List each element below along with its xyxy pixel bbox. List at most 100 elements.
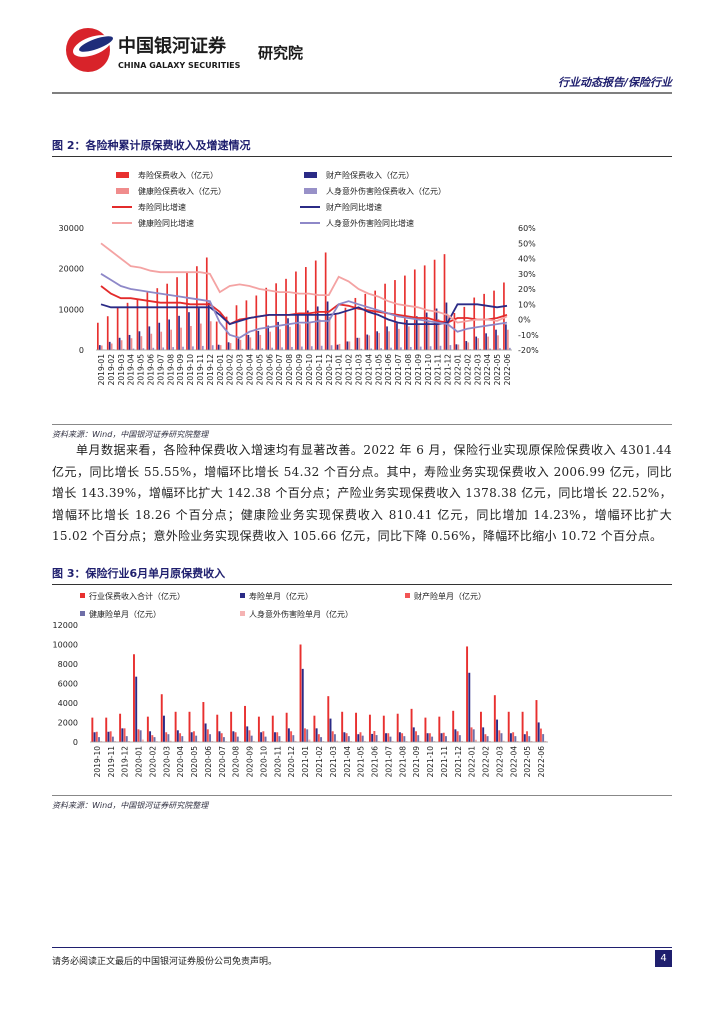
bar: [209, 321, 212, 350]
y2-tick-label: 50%: [518, 239, 536, 248]
x-tick-label: 2022-01: [454, 354, 463, 386]
bar: [382, 715, 385, 742]
bar: [374, 290, 377, 350]
legend-swatch: [240, 593, 245, 598]
bar: [218, 731, 221, 742]
bar: [151, 735, 154, 742]
bar: [498, 730, 501, 742]
bar: [427, 321, 430, 350]
bar: [502, 740, 505, 742]
legend-label: 寿险保费收入（亿元）: [138, 170, 218, 180]
bar: [116, 307, 119, 350]
bar: [279, 329, 281, 350]
x-tick-label: 2020-08: [232, 746, 241, 778]
bar: [236, 736, 239, 742]
legend-swatch: [240, 611, 245, 616]
x-tick-label: 2020-12: [287, 746, 296, 778]
footer-rule: [52, 947, 672, 948]
x-tick-label: 2019-01: [97, 354, 106, 386]
bar: [406, 319, 408, 350]
bar: [461, 740, 464, 742]
bar: [447, 315, 450, 350]
source-note: 资料来源：Wind，中国银河证券研究院整理: [52, 424, 672, 440]
bar: [364, 293, 367, 350]
bar: [247, 334, 250, 350]
bar: [348, 341, 351, 350]
bar: [380, 348, 382, 350]
bar: [160, 694, 163, 742]
bar: [109, 731, 112, 742]
bar: [398, 328, 400, 350]
bar: [130, 338, 133, 350]
bar: [148, 326, 151, 350]
bar: [125, 736, 128, 742]
bar: [488, 741, 491, 742]
series-line: [100, 242, 508, 324]
bar: [539, 728, 542, 742]
bar: [136, 298, 139, 350]
bar: [232, 731, 235, 742]
bar: [454, 729, 457, 742]
bar: [419, 346, 422, 350]
bar: [334, 313, 337, 350]
x-tick-label: 2021-12: [444, 354, 453, 386]
bar: [390, 347, 392, 350]
bar: [190, 326, 192, 350]
x-tick-label: 2020-01: [135, 746, 144, 778]
y2-tick-label: 60%: [518, 224, 536, 233]
bar: [455, 344, 458, 350]
bar: [306, 729, 309, 742]
bar: [453, 312, 456, 350]
bar: [135, 676, 138, 742]
x-tick-label: 2020-05: [255, 354, 264, 386]
bar: [377, 740, 380, 742]
x-tick-label: 2019-08: [166, 354, 175, 386]
x-tick-label: 2020-03: [162, 746, 171, 778]
bar: [289, 326, 291, 350]
bar: [412, 727, 415, 742]
legend-swatch: [405, 593, 410, 598]
bar: [301, 668, 304, 742]
bar: [361, 735, 364, 742]
bar: [479, 711, 482, 742]
bar: [447, 741, 450, 742]
bar: [304, 728, 306, 742]
bar: [277, 321, 279, 350]
bar: [308, 321, 311, 350]
x-tick-label: 2020-07: [275, 354, 284, 386]
bar: [376, 331, 378, 350]
x-tick-label: 2020-11: [315, 354, 324, 386]
bar: [140, 336, 143, 350]
y-tick-label: 30000: [59, 224, 84, 233]
bar: [373, 731, 376, 742]
logo: [66, 28, 114, 72]
legend-label: 健康险单月（亿元）: [89, 609, 161, 619]
bar: [183, 741, 186, 742]
x-tick-label: 2021-04: [343, 746, 352, 778]
bar: [280, 741, 283, 742]
bar: [287, 728, 290, 742]
bar: [507, 329, 509, 350]
bar: [345, 733, 348, 742]
y2-tick-label: 0%: [518, 316, 531, 325]
bar: [479, 348, 481, 350]
bar: [299, 324, 301, 350]
y2-tick-label: -20%: [518, 346, 539, 355]
x-tick-label: 2020-06: [265, 354, 274, 386]
bar: [292, 735, 295, 742]
legend-label: 财产险单月（亿元）: [414, 591, 486, 601]
series-line: [100, 285, 508, 326]
bar: [403, 736, 406, 742]
legend-swatch: [304, 172, 317, 178]
bar: [285, 712, 288, 742]
bar: [386, 326, 388, 350]
legend-label: 寿险单月（亿元）: [249, 591, 313, 601]
x-tick-label: 2022-02: [482, 746, 491, 778]
bar: [431, 736, 434, 742]
bar: [217, 344, 220, 350]
bar: [267, 325, 270, 350]
bar: [201, 345, 204, 350]
x-tick-label: 2022-05: [523, 746, 532, 778]
bar: [176, 730, 179, 742]
bar: [237, 338, 240, 350]
